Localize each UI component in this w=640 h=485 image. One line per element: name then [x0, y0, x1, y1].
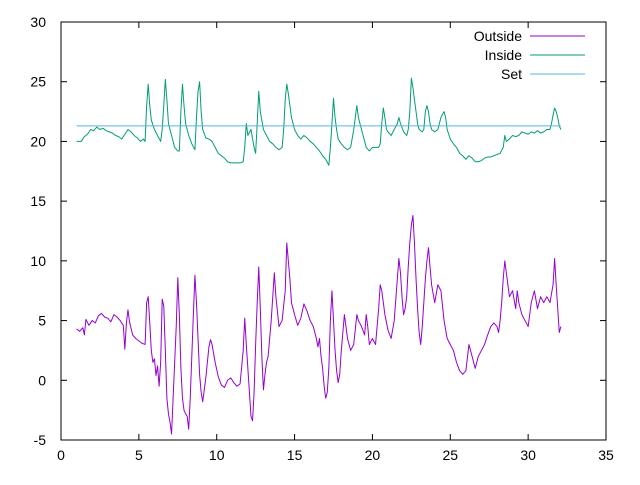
x-tick-label: 20 — [365, 447, 381, 463]
legend-label-inside: Inside — [485, 47, 523, 63]
x-tick-label: 25 — [442, 447, 458, 463]
y-tick-label: 30 — [30, 14, 46, 30]
y-tick-label: 20 — [30, 133, 46, 149]
x-tick-label: 0 — [57, 447, 65, 463]
x-tick-label: 10 — [209, 447, 225, 463]
tick-marks — [60, 21, 607, 441]
legend-label-set: Set — [501, 66, 522, 82]
x-tick-label: 30 — [520, 447, 536, 463]
series-line-inside — [76, 77, 562, 166]
y-tick-label: 5 — [38, 313, 46, 329]
plot-frame — [60, 21, 607, 441]
legend: Outside Inside Set — [474, 28, 585, 82]
x-tick-label: 5 — [135, 447, 143, 463]
y-tick-label: 25 — [30, 74, 46, 90]
tick-labels: 0 5 10 15 20 25 30 35 -5 0 5 10 15 20 25 30 — [30, 14, 614, 463]
y-tick-label: 10 — [30, 253, 46, 269]
x-tick-label: 15 — [287, 447, 303, 463]
series-line-outside — [76, 214, 562, 435]
y-tick-label: -5 — [34, 432, 47, 448]
x-tick-label: 35 — [598, 447, 614, 463]
series-lines — [76, 77, 562, 435]
y-tick-label: 0 — [38, 372, 46, 388]
legend-label-outside: Outside — [474, 28, 522, 44]
y-tick-label: 15 — [30, 193, 46, 209]
